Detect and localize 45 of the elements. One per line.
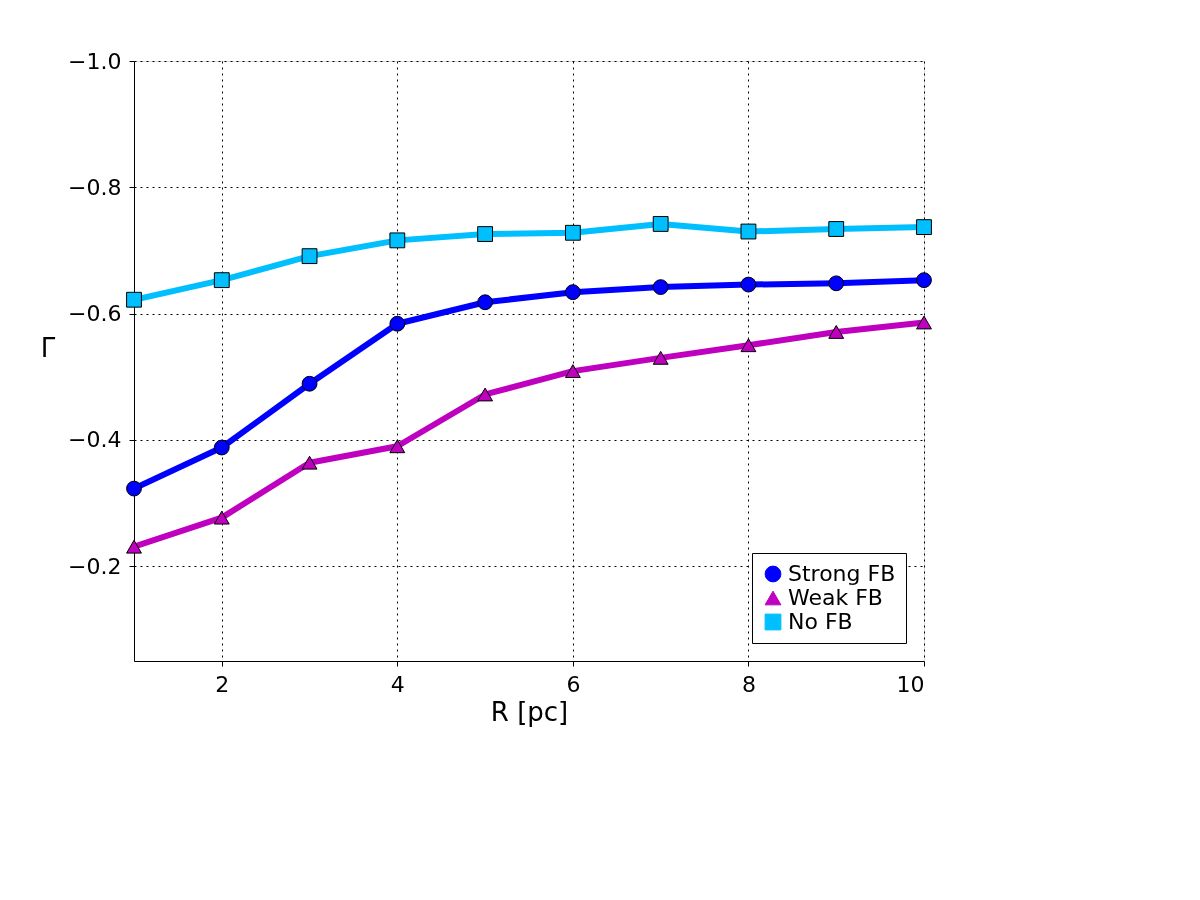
point [213, 272, 230, 289]
x-tick-label: 2 [215, 671, 230, 697]
x-axis-title: R [pc] [490, 696, 569, 727]
point [564, 224, 581, 241]
point [740, 276, 757, 293]
point [477, 226, 494, 242]
point [477, 294, 494, 311]
point [652, 279, 669, 296]
y-tick-label: −0.2 [68, 553, 122, 579]
point [564, 284, 581, 301]
x-tick-label: 4 [390, 671, 405, 697]
point [916, 272, 932, 289]
point [389, 439, 406, 454]
y-tick-label: −0.8 [68, 174, 122, 200]
point [126, 480, 142, 497]
point [828, 275, 845, 292]
x-tick-label: 8 [741, 671, 756, 697]
point [828, 325, 845, 339]
point [301, 248, 318, 265]
legend-label: No FB [788, 609, 853, 634]
y-tick-label: −1.0 [68, 48, 122, 74]
point [916, 315, 932, 330]
point [213, 510, 230, 525]
point [740, 223, 757, 240]
x-tick-label: 10 [896, 671, 925, 697]
point [564, 364, 581, 379]
point [652, 350, 669, 365]
point [740, 338, 757, 353]
point [301, 375, 318, 392]
point [389, 232, 406, 249]
legend-label: Strong FB [788, 561, 896, 586]
y-tick-label: −0.4 [68, 427, 122, 453]
y-tick-label: −0.6 [68, 301, 122, 327]
point [828, 221, 845, 237]
legend-label: Weak FB [788, 585, 883, 610]
point [213, 439, 230, 456]
point [126, 539, 142, 554]
point [389, 315, 406, 332]
point [652, 216, 669, 232]
point [916, 219, 932, 236]
y-axis-title: Γ [40, 332, 56, 363]
point [126, 291, 142, 308]
x-tick-label: 6 [566, 671, 581, 697]
point [477, 387, 494, 402]
point [301, 455, 318, 470]
